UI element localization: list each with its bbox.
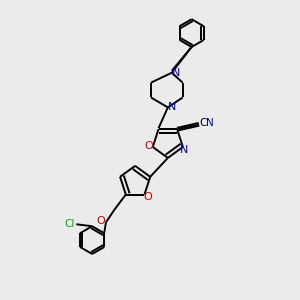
- Text: O: O: [144, 141, 153, 151]
- Text: O: O: [97, 216, 105, 226]
- Text: N: N: [172, 68, 180, 78]
- Text: N: N: [180, 145, 188, 155]
- Text: N: N: [168, 102, 176, 112]
- Text: C: C: [199, 118, 207, 128]
- Text: N: N: [206, 118, 214, 128]
- Text: Cl: Cl: [64, 219, 74, 229]
- Text: O: O: [143, 191, 152, 202]
